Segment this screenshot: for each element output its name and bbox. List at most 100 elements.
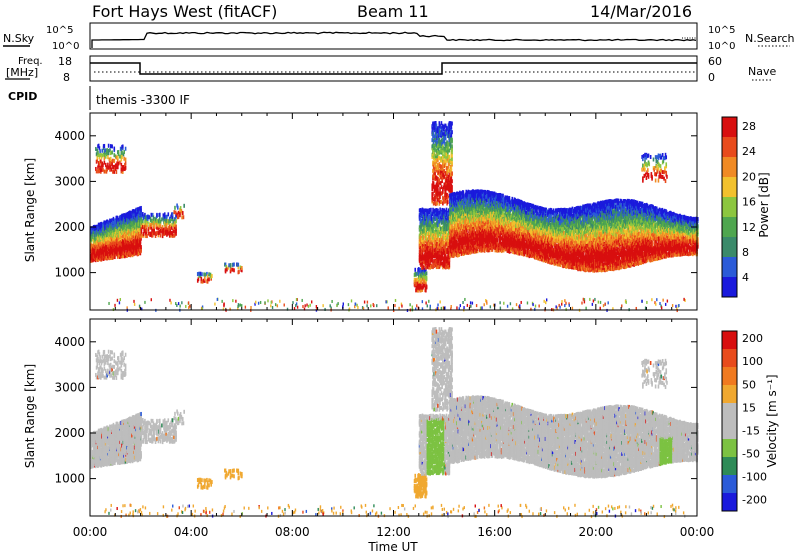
power-point [104,161,106,165]
power-point [451,161,453,165]
power-point [183,204,185,208]
power-point [443,197,445,201]
noise-strip-frame [90,23,697,49]
nave-tick-top: 60 [708,55,722,68]
power-point [205,273,207,277]
power-point [230,263,232,267]
power-point [146,228,148,232]
power-point [96,169,98,173]
power-point [200,272,202,276]
power-point [113,217,115,221]
power-point [160,220,162,224]
power-point [178,211,180,215]
power-point [164,212,166,216]
noise-tick-left-top: 10^5 [46,25,73,36]
power-point [173,210,175,214]
power-point [175,211,177,215]
power-point [200,277,202,281]
noise-tick-right-top: 10^5 [708,25,735,36]
power-point [122,144,124,148]
power-point [99,149,101,153]
power-point [505,196,507,200]
power-point [165,229,167,233]
power-point [178,215,180,219]
power-point [167,212,169,216]
power-point [451,154,453,158]
power-point [424,240,426,244]
power-point [233,263,235,267]
power-point [443,175,445,179]
power-point [448,149,450,153]
power-point [422,252,424,256]
power-point [238,263,240,267]
power-point [443,169,445,173]
power-point [105,155,107,159]
power-point [112,159,114,163]
power-point [468,190,470,194]
power-point [238,270,240,274]
power-point [121,151,123,155]
power-point [116,170,118,174]
power-point [116,161,118,165]
power-point [183,215,185,219]
power-point [451,138,453,142]
power-point [492,236,494,240]
power-point [434,125,436,129]
power-point [113,153,115,157]
power-point [439,124,441,128]
power-point [111,150,113,154]
power-point [451,171,453,175]
power-point [440,144,442,148]
nave-tick-bottom: 0 [708,71,715,84]
power-point [233,268,235,272]
power-point [181,215,183,219]
power-point [433,130,435,134]
power-point [160,224,162,228]
power-point [121,167,123,171]
power-point [121,155,123,159]
power-point [156,213,158,217]
power-point [130,211,132,215]
power-point [425,266,427,270]
power-point [450,142,452,146]
power-point [99,169,101,173]
power-point [447,196,449,200]
freq-tick-top: 18 [58,55,72,68]
power-point [432,192,434,196]
power-point [117,165,119,169]
power-point [140,245,142,249]
power-point [446,227,448,231]
noise-tick-left-bottom: 10^0 [52,41,79,52]
power-point [150,217,152,221]
power-point [101,153,103,157]
power-point [125,147,127,151]
power-point [447,200,449,204]
power-point [432,265,434,269]
power-point [241,266,243,270]
power-point [150,232,152,236]
power-point [414,268,416,272]
power-point [437,198,439,202]
power-point [446,166,448,170]
power-point [113,159,115,163]
power-point [434,144,436,148]
power-point [113,147,115,151]
power-point [182,211,184,215]
power-point [104,144,106,148]
power-point [141,234,143,238]
power-point [125,166,127,170]
power-point [102,163,104,167]
power-point [441,177,443,181]
power-point [434,185,436,189]
power-point [95,147,97,151]
power-point [438,230,440,234]
power-point [203,272,205,276]
noise-tick-right-bottom: 10^0 [708,41,735,52]
power-point [208,277,210,281]
power-point [121,163,123,167]
nave-label: Nave [748,65,776,78]
power-point [112,170,114,174]
power-point [446,126,448,130]
power-point [448,155,450,159]
power-point [203,279,205,283]
